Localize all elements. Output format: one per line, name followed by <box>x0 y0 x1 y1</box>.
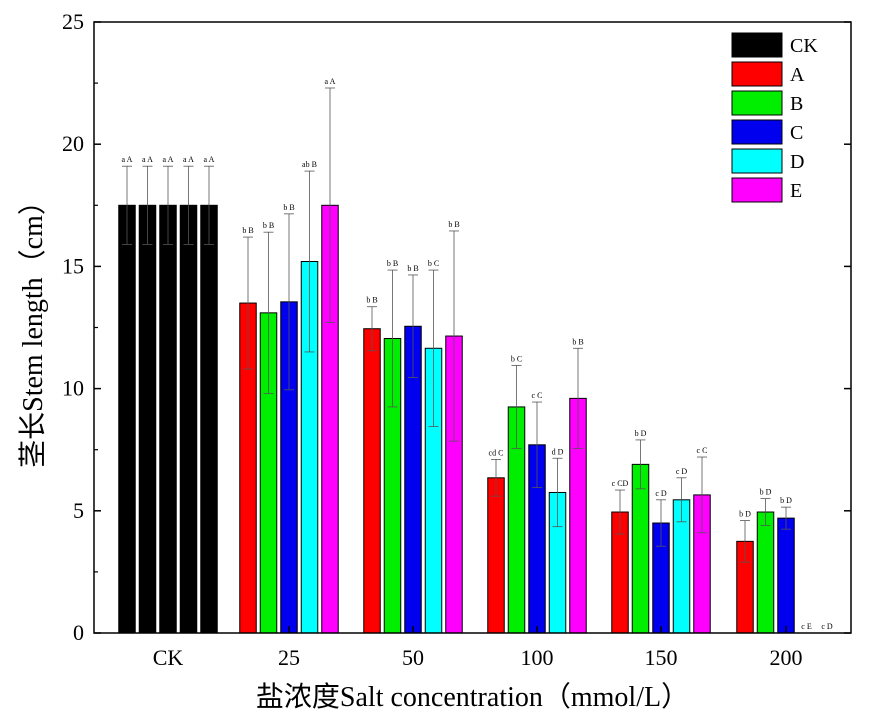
legend-label-ck: CK <box>790 35 818 57</box>
legend-swatch-a <box>731 61 783 87</box>
significance-labels-layer: a A a A a A a A a A b B b B b B ab B a A b B b B b B… <box>122 77 833 631</box>
x-tick-label: 150 <box>645 645 678 670</box>
significance-label: b C <box>428 259 439 268</box>
significance-label: c C <box>697 446 708 455</box>
significance-label: cd C <box>489 448 504 457</box>
y-tick-label: 20 <box>62 131 84 156</box>
x-axis-title: 盐浓度Salt concentration（mmol/L） <box>256 681 689 713</box>
significance-label: b B <box>387 259 398 268</box>
bar-a <box>487 477 505 634</box>
significance-label: c D <box>676 467 688 476</box>
x-tick-label: 50 <box>402 645 424 670</box>
bars-layer <box>118 204 795 634</box>
legend-label-e: E <box>790 180 802 202</box>
legend-label-c: C <box>790 122 803 144</box>
legend-swatch-ck <box>731 32 783 58</box>
significance-label: b B <box>242 226 253 235</box>
bar-ck <box>159 204 177 634</box>
x-tick-label: 100 <box>521 645 554 670</box>
y-tick-label: 25 <box>62 9 84 34</box>
significance-label: a A <box>142 155 153 164</box>
legend-swatch-e <box>731 177 783 203</box>
bar-b <box>631 463 650 634</box>
significance-label: b B <box>283 203 294 212</box>
legend-swatch-c <box>731 119 783 145</box>
bar-ck <box>118 204 136 634</box>
significance-label: ab B <box>302 160 317 169</box>
x-tick-label: 200 <box>770 645 803 670</box>
significance-label: b B <box>572 337 583 346</box>
bar-b <box>756 511 775 634</box>
significance-label: c E <box>801 622 812 631</box>
significance-label: c CD <box>612 479 629 488</box>
significance-label: b C <box>511 354 522 363</box>
y-tick-label: 0 <box>73 620 84 645</box>
bar-c <box>777 517 795 634</box>
significance-label: b D <box>739 510 751 519</box>
y-axis-title: 茎长Stem length（cm） <box>17 187 49 468</box>
y-tick-label: 15 <box>62 253 84 278</box>
significance-label: c C <box>532 391 543 400</box>
significance-label: b B <box>407 264 418 273</box>
error-bars-layer <box>122 87 791 563</box>
significance-label: b B <box>263 221 274 230</box>
bar-ck <box>138 204 157 634</box>
x-tick-label: 25 <box>278 645 300 670</box>
legend-label-a: A <box>790 64 805 86</box>
significance-label: a A <box>183 155 194 164</box>
legend-label-b: B <box>790 93 803 115</box>
x-tick-label: CK <box>153 645 184 670</box>
bar-ck <box>200 204 218 634</box>
significance-label: a A <box>163 155 174 164</box>
legend-label-d: D <box>790 151 804 173</box>
significance-label: a A <box>122 155 133 164</box>
axes-layer: 0 5 10 15 20 25 CK 25 50 100 150 200 <box>62 9 851 670</box>
significance-label: b D <box>760 488 772 497</box>
legend-swatch-b <box>731 90 783 116</box>
significance-label: c D <box>655 489 667 498</box>
y-tick-label: 10 <box>62 376 84 401</box>
significance-label: b D <box>780 496 792 505</box>
bar-a <box>363 328 381 634</box>
significance-label: a A <box>325 77 336 86</box>
bar-ck <box>179 204 198 634</box>
significance-label: b B <box>366 296 377 305</box>
significance-label: b D <box>635 429 647 438</box>
significance-label: d D <box>552 447 564 456</box>
significance-label: a A <box>204 155 215 164</box>
significance-label: b B <box>448 220 459 229</box>
legend-swatch-d <box>731 148 783 174</box>
y-tick-label: 5 <box>73 498 84 523</box>
significance-label: c D <box>821 622 833 631</box>
